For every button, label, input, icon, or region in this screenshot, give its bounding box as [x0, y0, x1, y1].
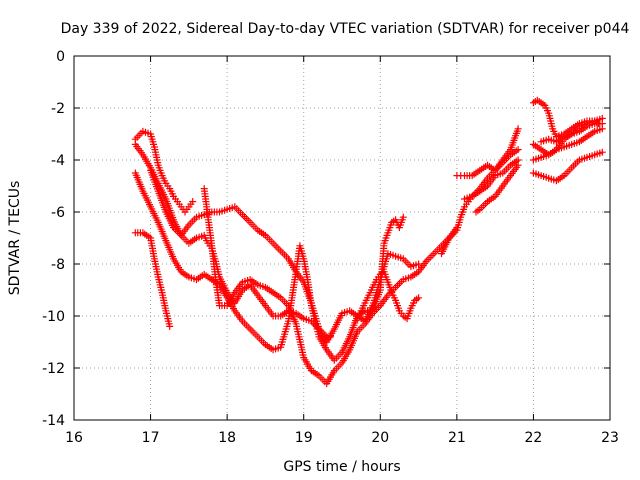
x-tick-label: 22 — [525, 430, 543, 446]
series-track-n — [529, 125, 606, 164]
x-tick-label: 19 — [295, 430, 313, 446]
y-tick-label: -8 — [51, 257, 65, 273]
x-axis-label: GPS time / hours — [283, 459, 400, 475]
series-track-h — [438, 125, 522, 258]
y-tick-label: -10 — [42, 309, 65, 325]
y-tick-label: 0 — [56, 49, 65, 65]
plus-marker — [598, 120, 606, 128]
x-tick-label: 16 — [65, 430, 83, 446]
plus-marker — [598, 148, 606, 156]
series-track-d — [131, 229, 174, 330]
x-tick-label: 18 — [218, 430, 236, 446]
y-tick-label: -14 — [42, 413, 65, 429]
y-tick-label: -12 — [42, 361, 65, 377]
series-track-p — [537, 120, 606, 146]
series-track-g — [353, 268, 423, 323]
y-tick-label: -2 — [51, 101, 65, 117]
series-track-f — [200, 185, 461, 388]
series-track-j — [461, 156, 522, 203]
x-tick-label: 17 — [142, 430, 160, 446]
plot-frame — [73, 55, 611, 421]
plus-marker — [166, 322, 174, 330]
series-track-i — [453, 146, 522, 180]
plus-marker — [514, 125, 522, 133]
x-tick-label: 23 — [601, 430, 619, 446]
chart-title: Day 339 of 2022, Sidereal Day-to-day VTE… — [61, 21, 630, 37]
series-track-a — [131, 127, 197, 216]
plus-marker — [415, 294, 423, 302]
y-tick-label: -6 — [51, 205, 65, 221]
axis-ticks: 16 17 18 19 20 21 22 23 -14 -12 -10 -8 -6 -4 -2 0 — [42, 49, 619, 446]
plus-marker — [415, 260, 423, 268]
series-track-c — [131, 169, 407, 364]
plus-marker — [189, 198, 197, 206]
data-points — [131, 96, 606, 388]
x-tick-label: 21 — [448, 430, 466, 446]
y-tick-label: -4 — [51, 153, 65, 169]
plus-marker — [399, 213, 407, 221]
plus-marker — [514, 146, 522, 154]
series-track-o — [529, 148, 606, 185]
y-axis-label: SDTVAR / TECUs — [7, 181, 23, 296]
plus-marker — [514, 161, 522, 169]
series-track-k — [472, 161, 522, 216]
x-tick-label: 20 — [371, 430, 389, 446]
